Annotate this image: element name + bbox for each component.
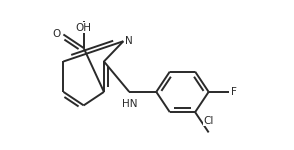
Text: F: F: [231, 87, 237, 97]
Text: N: N: [125, 36, 133, 46]
Text: OH: OH: [76, 23, 92, 33]
Text: HN: HN: [121, 99, 137, 109]
Text: Cl: Cl: [203, 116, 214, 126]
Text: O: O: [53, 29, 61, 39]
